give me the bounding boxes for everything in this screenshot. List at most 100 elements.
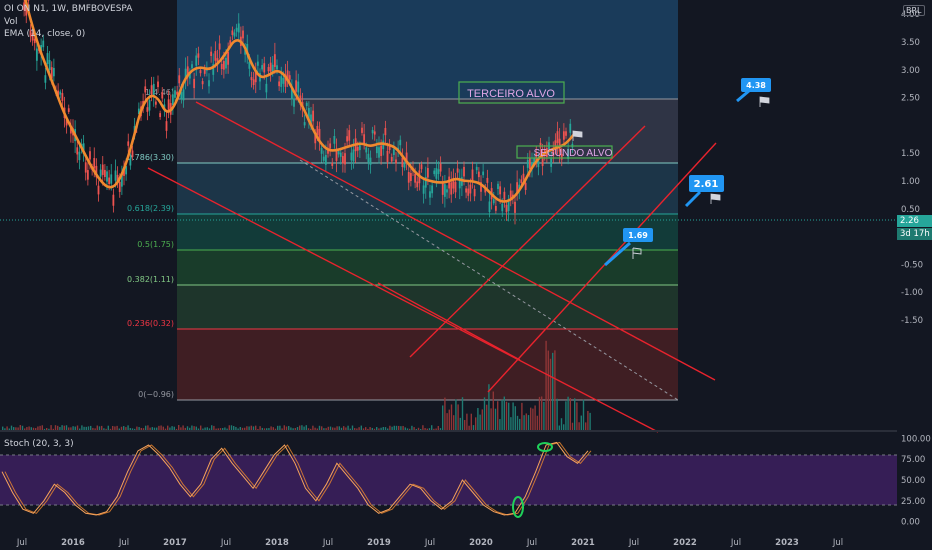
channel-up-upper xyxy=(409,125,646,358)
candle-body xyxy=(33,38,36,44)
volume-bar xyxy=(292,428,294,430)
volume-bar xyxy=(48,428,50,430)
x-tick-label: 2018 xyxy=(265,538,289,548)
volume-bar xyxy=(345,427,347,430)
volume-bar xyxy=(503,396,505,430)
candle-body xyxy=(25,6,28,16)
volume-bar xyxy=(136,426,138,430)
candle-body xyxy=(95,165,98,178)
candle-body xyxy=(433,170,436,175)
volume-bar xyxy=(87,426,90,430)
candle-body xyxy=(503,191,506,200)
candle-body xyxy=(407,172,410,183)
volume-bar xyxy=(312,425,314,430)
volume-bar xyxy=(222,428,224,430)
symbol-title: OI ON N1, 1W, BMFBOVESPA xyxy=(4,4,133,14)
x-tick-label: 2020 xyxy=(469,538,493,548)
volume-bar xyxy=(204,427,206,430)
stoch-y-tick-label: 75.00 xyxy=(901,455,925,465)
candle-body xyxy=(199,70,202,74)
volume-bar xyxy=(145,425,147,430)
candle-body xyxy=(159,113,162,118)
candle-body xyxy=(286,70,289,80)
fib-zone-3 xyxy=(177,214,678,250)
candle-body xyxy=(227,51,230,65)
volume-bar xyxy=(171,426,173,430)
candle-body xyxy=(420,164,423,170)
candle-body xyxy=(284,74,287,87)
stoch-band xyxy=(0,455,897,505)
candle-body xyxy=(146,107,149,112)
flag-icon xyxy=(632,247,642,259)
candle-body xyxy=(293,98,295,107)
volume-bar xyxy=(259,426,261,430)
volume-bar xyxy=(466,413,468,430)
y-tick-label: 3.00 xyxy=(901,66,920,76)
volume-bar xyxy=(162,426,164,430)
volume-bar xyxy=(241,427,244,430)
fib-label: 0.236(0.32) xyxy=(127,319,174,328)
candle-body xyxy=(273,54,276,67)
target-arrow-2 xyxy=(684,190,702,208)
candle-body xyxy=(516,182,519,195)
candle-body xyxy=(337,151,340,155)
candle-body xyxy=(443,184,446,197)
candle-body xyxy=(450,182,453,195)
volume-bar xyxy=(252,426,255,430)
candle-body xyxy=(307,108,310,121)
stoch-y-tick-label: 25.00 xyxy=(901,497,925,507)
volume-bar xyxy=(6,426,8,430)
volume-bar xyxy=(239,426,241,430)
volume-bar xyxy=(101,425,103,430)
volume-bar xyxy=(481,409,483,430)
volume-bar xyxy=(120,426,123,430)
volume-bar xyxy=(266,428,268,430)
volume-bar xyxy=(248,426,250,430)
volume-bar xyxy=(349,428,351,430)
candle-body xyxy=(560,153,563,160)
volume-bar xyxy=(367,428,369,430)
volume-bar xyxy=(103,428,105,430)
last-price-tag: 2.26 xyxy=(897,215,932,227)
fib-label: 0.786(3.30) xyxy=(127,153,174,162)
volume-bar xyxy=(158,425,160,430)
volume-bar xyxy=(435,428,437,430)
candle-body xyxy=(310,114,312,124)
volume-bar xyxy=(587,410,589,430)
volume-bar xyxy=(450,404,453,430)
currency-badge[interactable]: BRL xyxy=(903,5,925,16)
volume-bar xyxy=(160,425,162,430)
volume-bar xyxy=(76,425,79,430)
x-tick-label: 2023 xyxy=(775,538,799,548)
candle-body xyxy=(335,148,338,161)
candle-body xyxy=(29,30,32,37)
volume-bar xyxy=(340,427,343,430)
x-tick-label: 2017 xyxy=(163,538,187,548)
volume-bar xyxy=(347,425,349,430)
candle-body xyxy=(341,156,344,164)
y-tick-label: 2.50 xyxy=(901,94,920,104)
candle-body xyxy=(484,187,487,193)
volume-bar xyxy=(442,405,444,430)
volume-bar xyxy=(479,414,481,430)
candle-body xyxy=(222,61,225,70)
candle-body xyxy=(422,185,425,194)
flag-icon xyxy=(572,130,583,141)
volume-bar xyxy=(459,417,461,430)
volume-bar xyxy=(354,428,356,430)
candle-body xyxy=(186,66,189,78)
volume-bar xyxy=(343,426,345,430)
volume-bar xyxy=(32,427,35,430)
candle-body xyxy=(416,181,419,188)
volume-bar xyxy=(387,428,389,430)
fib-zone-6 xyxy=(177,329,678,400)
volume-bar xyxy=(545,340,547,430)
volume-bar xyxy=(211,425,213,430)
candle-body xyxy=(528,158,531,170)
candle-body xyxy=(533,157,536,163)
volume-bars xyxy=(2,340,591,430)
volume-bar xyxy=(81,425,83,430)
chart-legend: OI ON N1, 1W, BMFBOVESPA Vol EMA (14, cl… xyxy=(4,3,132,41)
trend-line-upper xyxy=(195,101,716,381)
x-tick-label: 2022 xyxy=(673,538,697,548)
